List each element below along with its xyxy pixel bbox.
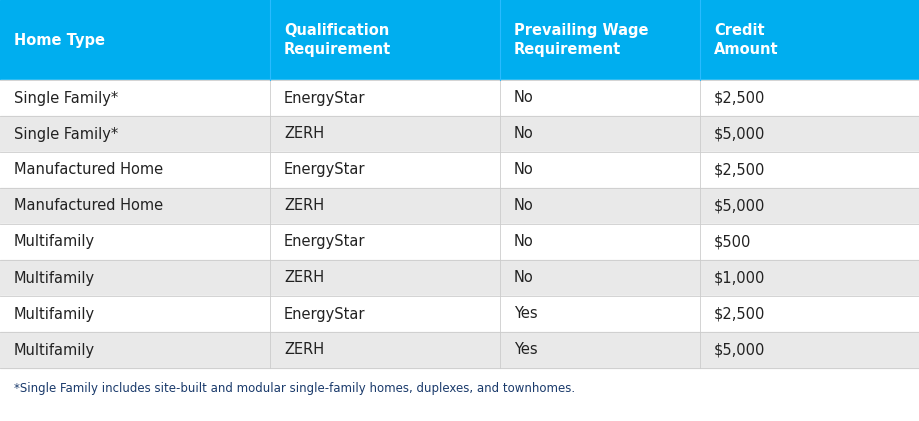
Text: $2,500: $2,500 [713,91,765,106]
Text: Prevailing Wage
Requirement: Prevailing Wage Requirement [514,23,648,57]
Text: $5,000: $5,000 [713,126,765,141]
Bar [269,260,499,296]
Bar [499,0,699,80]
Bar [269,224,499,260]
Text: Single Family*: Single Family* [14,126,119,141]
Bar [0,152,269,188]
Bar [0,296,269,332]
Bar [499,260,699,296]
Bar [699,152,919,188]
Text: Credit
Amount: Credit Amount [713,23,777,57]
Text: No: No [514,91,533,106]
Bar [0,332,269,368]
Bar [269,188,499,224]
Text: Home Type: Home Type [14,32,105,48]
Bar [699,188,919,224]
Text: ZERH: ZERH [284,126,323,141]
Text: EnergyStar: EnergyStar [284,234,365,250]
Bar [269,80,499,116]
Text: EnergyStar: EnergyStar [284,306,365,322]
Bar [699,296,919,332]
Text: Multifamily: Multifamily [14,271,95,285]
Bar [699,116,919,152]
Text: $2,500: $2,500 [713,306,765,322]
Bar [499,80,699,116]
Text: Multifamily: Multifamily [14,306,95,322]
Text: ZERH: ZERH [284,343,323,357]
Bar [269,332,499,368]
Text: Multifamily: Multifamily [14,234,95,250]
Text: $5,000: $5,000 [713,198,765,213]
Bar [0,0,269,80]
Bar [499,224,699,260]
Bar [699,224,919,260]
Text: EnergyStar: EnergyStar [284,91,365,106]
Text: $1,000: $1,000 [713,271,765,285]
Text: ZERH: ZERH [284,271,323,285]
Bar [499,188,699,224]
Bar [269,0,499,80]
Bar [699,0,919,80]
Text: No: No [514,234,533,250]
Bar [269,116,499,152]
Text: No: No [514,271,533,285]
Bar [499,332,699,368]
Bar [0,188,269,224]
Text: Yes: Yes [514,343,537,357]
Text: EnergyStar: EnergyStar [284,163,365,178]
Text: $5,000: $5,000 [713,343,765,357]
Text: ZERH: ZERH [284,198,323,213]
Text: Yes: Yes [514,306,537,322]
Bar [269,296,499,332]
Bar [499,116,699,152]
Bar [0,260,269,296]
Text: No: No [514,126,533,141]
Bar [269,152,499,188]
Text: $500: $500 [713,234,751,250]
Text: Manufactured Home: Manufactured Home [14,198,163,213]
Bar [499,152,699,188]
Bar [0,116,269,152]
Text: Qualification
Requirement: Qualification Requirement [284,23,391,57]
Text: *Single Family includes site-built and modular single-family homes, duplexes, an: *Single Family includes site-built and m… [14,382,574,395]
Text: $2,500: $2,500 [713,163,765,178]
Text: Manufactured Home: Manufactured Home [14,163,163,178]
Bar [699,80,919,116]
Text: Single Family*: Single Family* [14,91,119,106]
Bar [0,80,269,116]
Text: No: No [514,198,533,213]
Bar [499,296,699,332]
Bar [699,260,919,296]
Bar [699,332,919,368]
Text: No: No [514,163,533,178]
Bar [0,224,269,260]
Text: Multifamily: Multifamily [14,343,95,357]
